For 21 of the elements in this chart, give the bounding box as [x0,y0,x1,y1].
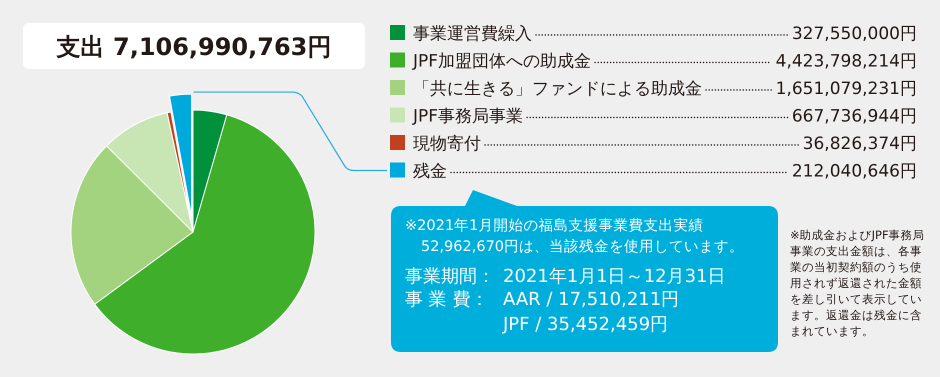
chart-title: 支出 7,106,990,763円 [56,33,332,61]
text: ※2021年1月開始の福島支援事業費支出実績 [405,217,704,234]
text: 事業期間： [405,266,495,287]
text: ※助成金およびJPF事務局事業の支出金額は、各事業の当初契約額のうち使用されず返還された金額を差し引いて表示しています。返還金は残金に含まれています。 [790,228,925,338]
legend-label: JPF加盟団体への助成金 [412,52,592,72]
legend-label: 「共に生きる」ファンドによる助成金 [413,79,702,99]
data-label: 327,550,000円 [792,24,917,44]
legend-label: 現物寄付 [413,134,481,154]
legend-label: JPF事務局事業 [412,106,524,126]
text: AAR / 17,510,211円 [503,289,680,310]
text: 2021年1月1日～12月31日 [503,266,726,287]
legend-label: 事業運営費繰入 [413,24,532,44]
data-label: 1,651,079,231円 [776,79,917,99]
data-label: 4,423,798,214円 [776,52,917,72]
text: JPF / 35,452,459円 [502,314,668,335]
text: 52,962,670円は、当該残金を使用しています。 [421,238,744,255]
data-label: 212,040,646円 [792,162,917,182]
legend-label: 残金 [413,162,447,182]
data-label: 36,826,374円 [802,134,917,154]
text: 事 業 費： [405,289,488,310]
data-label: 667,736,944円 [792,106,917,126]
